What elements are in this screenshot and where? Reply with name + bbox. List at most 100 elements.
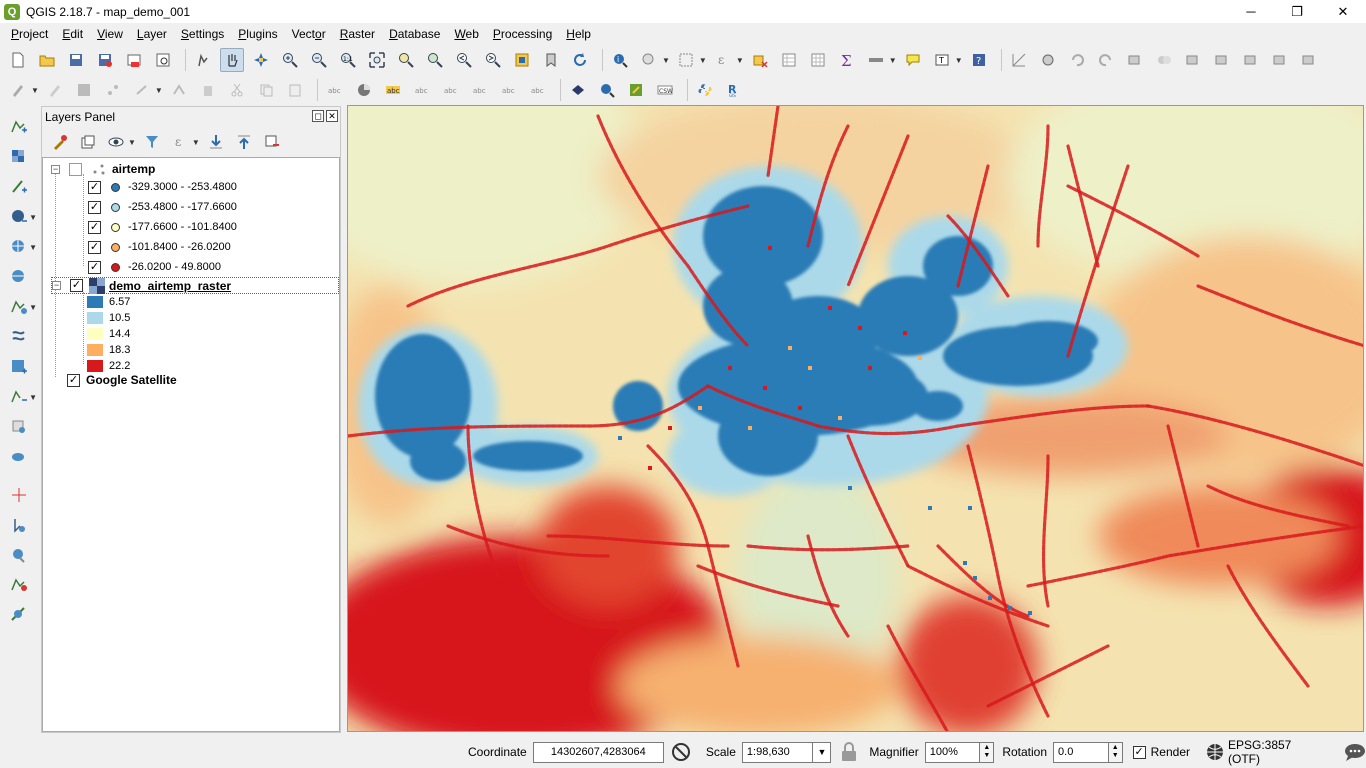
legend-class-row[interactable]: ✓ -329.3000 - -253.4800 bbox=[88, 178, 237, 196]
scale-dropdown[interactable]: ▼ bbox=[813, 741, 832, 763]
refresh-button[interactable] bbox=[568, 48, 592, 72]
manage-map-themes-button[interactable] bbox=[104, 130, 128, 154]
remove-layer-button[interactable] bbox=[260, 130, 284, 154]
select-by-expression-button[interactable]: ε bbox=[711, 48, 735, 72]
paste-features-button[interactable] bbox=[283, 78, 307, 102]
layer-checkbox-google-satellite[interactable]: ✓ bbox=[67, 373, 80, 387]
metasearch-button[interactable] bbox=[595, 78, 619, 102]
zoom-full-button[interactable] bbox=[365, 48, 389, 72]
new-map-view-button[interactable] bbox=[510, 48, 534, 72]
save-as-button[interactable] bbox=[93, 48, 117, 72]
layer-checkbox-raster[interactable]: ✓ bbox=[70, 279, 83, 292]
add-postgis-layer-button[interactable]: ▼ bbox=[7, 205, 37, 229]
r-gis-button[interactable]: R GIS bbox=[722, 78, 746, 102]
add-spatialite-layer-button[interactable] bbox=[7, 325, 31, 349]
text-annotation-button[interactable]: T bbox=[930, 48, 954, 72]
move-feature-button[interactable] bbox=[130, 78, 154, 102]
current-edits-button[interactable] bbox=[6, 78, 30, 102]
add-delimited-text-layer-button[interactable] bbox=[7, 175, 31, 199]
zoom-to-layer-button[interactable] bbox=[423, 48, 447, 72]
layer-row-google-satellite[interactable]: ✓ Google Satellite bbox=[67, 371, 177, 389]
georeferencer-icon[interactable] bbox=[1007, 48, 1031, 72]
copy-features-button[interactable] bbox=[254, 78, 278, 102]
layer-row-airtemp[interactable]: − airtemp bbox=[51, 160, 155, 178]
touch-zoom-icon[interactable] bbox=[191, 48, 215, 72]
identify-features-button[interactable]: i bbox=[608, 48, 632, 72]
close-panel-button[interactable]: ✕ bbox=[326, 110, 338, 122]
db-manager-button[interactable] bbox=[566, 78, 590, 102]
advanced-edit-icon-1[interactable] bbox=[1123, 48, 1147, 72]
layer-checkbox-airtemp[interactable] bbox=[69, 162, 82, 176]
menu-help[interactable]: Help bbox=[566, 27, 591, 41]
pin-labels-button[interactable]: abc bbox=[410, 78, 434, 102]
help-contents-button[interactable]: ? bbox=[967, 48, 991, 72]
maximize-button[interactable]: ❐ bbox=[1291, 3, 1303, 19]
csw-button[interactable]: CSW bbox=[653, 78, 677, 102]
statistical-summary-button[interactable]: Σ bbox=[835, 48, 859, 72]
save-project-button[interactable] bbox=[64, 48, 88, 72]
new-project-button[interactable] bbox=[6, 48, 30, 72]
toggle-extents-icon[interactable] bbox=[670, 741, 692, 763]
zoom-next-button[interactable] bbox=[481, 48, 505, 72]
highlight-pinned-labels-button[interactable]: abc bbox=[381, 78, 405, 102]
redo-icon[interactable] bbox=[1094, 48, 1118, 72]
rotation-field[interactable]: 0.0 bbox=[1053, 741, 1109, 763]
render-checkbox[interactable]: ✓ bbox=[1132, 745, 1146, 759]
add-wms-layer-button[interactable]: ▼ bbox=[7, 235, 37, 259]
layer-diagram-button[interactable] bbox=[352, 78, 376, 102]
layer-row-demo-airtemp-raster[interactable]: − ✓ demo_airtemp_raster bbox=[51, 277, 339, 294]
add-arcgis-layer-button[interactable] bbox=[7, 543, 31, 567]
menu-vector[interactable]: Vector bbox=[291, 27, 326, 41]
measure-line-button[interactable] bbox=[864, 48, 888, 72]
add-raster-layer-button[interactable] bbox=[7, 145, 31, 169]
select-features-button[interactable] bbox=[637, 48, 661, 72]
layer-labeling-button[interactable]: abc bbox=[323, 78, 347, 102]
menu-edit[interactable]: Edit bbox=[62, 27, 84, 41]
add-mssql-layer-button[interactable] bbox=[7, 355, 31, 379]
lock-scale-icon[interactable] bbox=[839, 741, 859, 763]
menu-settings[interactable]: Settings bbox=[180, 27, 225, 41]
advanced-edit-icon-6[interactable] bbox=[1268, 48, 1292, 72]
legend-class-row[interactable]: ✓ -101.8400 - -26.0200 bbox=[88, 238, 231, 256]
undo-icon[interactable] bbox=[1065, 48, 1089, 72]
magnifier-field[interactable]: 100% bbox=[924, 741, 981, 763]
float-panel-button[interactable]: ◻ bbox=[312, 110, 324, 122]
digitize-icon[interactable] bbox=[1036, 48, 1060, 72]
show-hide-labels-button[interactable]: abc bbox=[439, 78, 463, 102]
add-group-button[interactable] bbox=[76, 130, 100, 154]
add-geonode-layer-button[interactable] bbox=[7, 603, 31, 627]
cut-features-button[interactable] bbox=[225, 78, 249, 102]
delete-selected-button[interactable] bbox=[196, 78, 220, 102]
menu-plugins[interactable]: Plugins bbox=[238, 27, 278, 41]
close-button[interactable]: ✕ bbox=[1337, 3, 1349, 19]
menu-view[interactable]: View bbox=[97, 27, 123, 41]
filter-legend-button[interactable] bbox=[140, 130, 164, 154]
map-canvas[interactable] bbox=[347, 105, 1364, 732]
new-bookmark-button[interactable] bbox=[539, 48, 563, 72]
advanced-edit-icon-4[interactable] bbox=[1210, 48, 1234, 72]
add-wcs-layer-button[interactable] bbox=[7, 265, 31, 289]
class-checkbox[interactable]: ✓ bbox=[88, 260, 101, 274]
composer-manager-button[interactable] bbox=[151, 48, 175, 72]
class-checkbox[interactable]: ✓ bbox=[88, 200, 101, 214]
zoom-native-button[interactable]: 1:1 bbox=[336, 48, 360, 72]
menu-layer[interactable]: Layer bbox=[136, 27, 167, 41]
minimize-button[interactable]: ─ bbox=[1246, 4, 1256, 19]
expand-all-button[interactable] bbox=[204, 130, 228, 154]
rotate-label-button[interactable]: abc bbox=[497, 78, 521, 102]
save-layer-edits-button[interactable] bbox=[72, 78, 96, 102]
filter-by-expression-button[interactable]: ε bbox=[168, 130, 192, 154]
messages-icon[interactable] bbox=[1344, 742, 1366, 762]
add-arcgis-feature-button[interactable] bbox=[7, 573, 31, 597]
change-label-button[interactable]: abc bbox=[526, 78, 550, 102]
open-project-button[interactable] bbox=[35, 48, 59, 72]
add-wcs-coverage-button[interactable] bbox=[7, 483, 31, 507]
add-virtual-layer-button[interactable] bbox=[7, 415, 31, 439]
crs-globe-icon[interactable] bbox=[1206, 743, 1224, 761]
new-shapefile-layer-button[interactable]: ▼ bbox=[7, 385, 37, 409]
move-label-button[interactable]: abc bbox=[468, 78, 492, 102]
toggle-editing-button[interactable] bbox=[43, 78, 67, 102]
crs-label[interactable]: EPSG:3857 (OTF) bbox=[1227, 738, 1292, 766]
menu-raster[interactable]: Raster bbox=[339, 27, 376, 41]
new-print-composer-button[interactable] bbox=[122, 48, 146, 72]
